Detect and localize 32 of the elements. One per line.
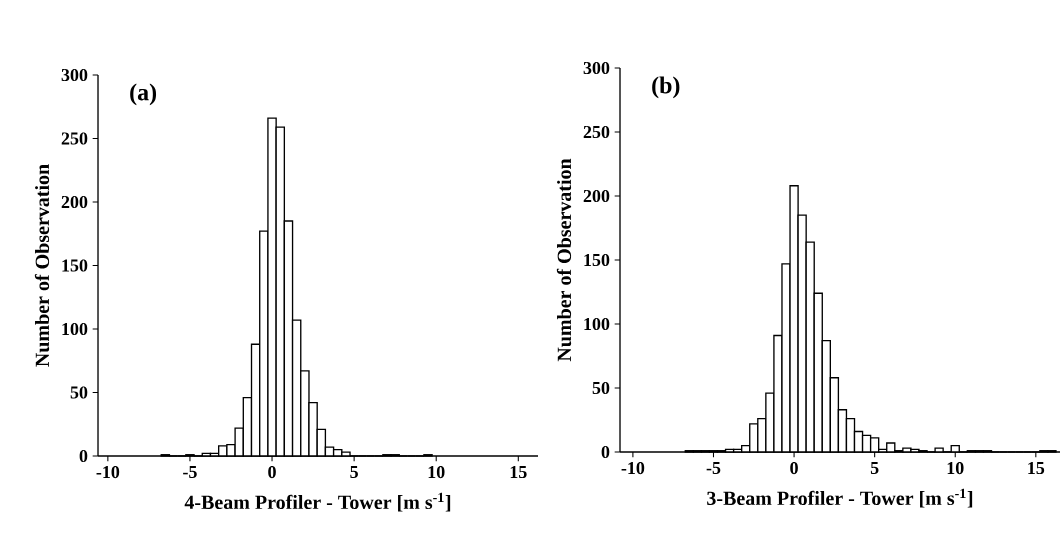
y-tick-label: 250	[61, 132, 88, 145]
x-tick-label: 0	[268, 466, 276, 479]
x-tick-label: 15	[1028, 462, 1045, 475]
x-tick-label: -10	[96, 466, 120, 479]
x-tick-label: 10	[947, 462, 964, 475]
x-tick-label: 5	[350, 466, 358, 478]
annotation: (b)	[652, 76, 680, 99]
y-tick-label: 100	[584, 317, 610, 331]
y-tick-label: 300	[583, 61, 610, 75]
x-tick-label: -10	[621, 462, 645, 475]
y-tick-label: 50	[70, 386, 88, 399]
y-tick-label: 150	[584, 253, 610, 267]
x-tick-label: 15	[510, 466, 527, 479]
x-tick-label: 10	[428, 466, 445, 479]
y-axis-title: Number of Observation	[556, 158, 572, 362]
y-tick-label: 0	[79, 449, 88, 463]
y-tick-label: 150	[62, 259, 88, 272]
x-tick-label: -5	[183, 466, 197, 478]
y-axis-title: Number of Observation	[34, 164, 50, 367]
x-tick-label: 0	[790, 462, 798, 475]
y-tick-label: 250	[583, 125, 610, 139]
y-tick-label: 100	[62, 322, 88, 336]
x-axis-title: 4-Beam Profiler - Tower [m s$^{-1}$]	[184, 492, 451, 512]
y-tick-label: 50	[592, 381, 610, 395]
y-tick-label: 200	[583, 189, 610, 203]
x-tick-label: -5	[706, 462, 721, 474]
x-tick-label: 5	[870, 462, 879, 474]
y-tick-label: 300	[61, 68, 88, 82]
annotation: (a)	[130, 83, 157, 106]
y-tick-label: 200	[61, 195, 88, 209]
y-tick-label: 0	[601, 445, 610, 459]
x-axis-title: 3-Beam Profiler - Tower [m s$^{-1}$]	[707, 488, 973, 508]
